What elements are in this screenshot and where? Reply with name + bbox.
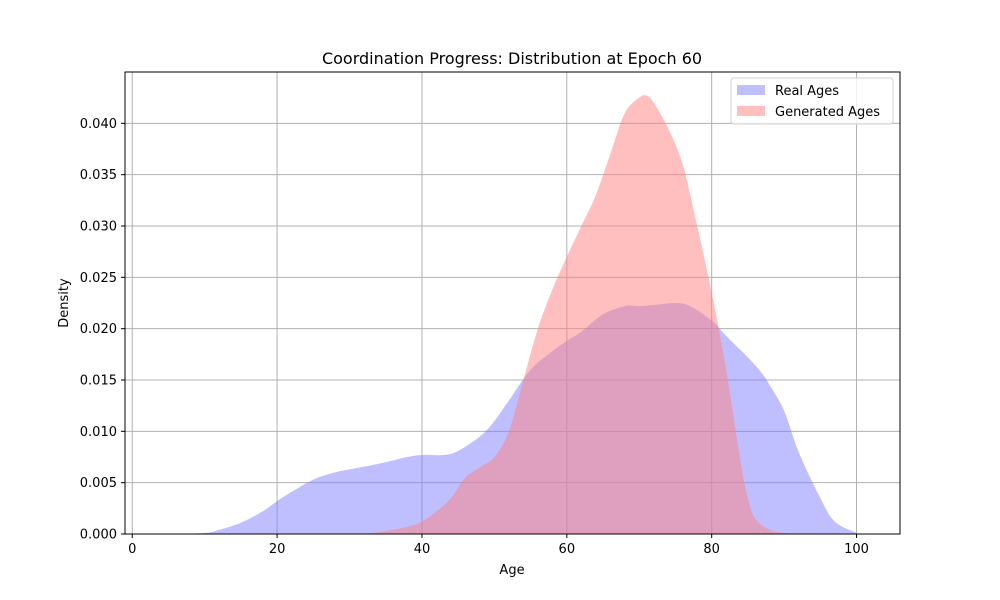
- legend: Real Ages Generated Ages: [730, 77, 894, 125]
- x-tick-label: 80: [703, 542, 720, 557]
- tick-layer: 0 20 40 60 80 100 0.000 0.005 0.010 0.015 0.020 0.0…: [80, 117, 869, 557]
- area-layer: [132, 95, 857, 535]
- y-tick-label: 0.005: [80, 476, 117, 491]
- y-tick-label: 0.040: [80, 117, 117, 132]
- y-tick-label: 0.035: [80, 168, 117, 183]
- area-series-generated-ages: [349, 95, 799, 535]
- legend-swatch: [737, 85, 765, 95]
- y-tick-label: 0.010: [80, 425, 117, 440]
- y-tick-label: 0.030: [80, 220, 117, 235]
- y-tick-label: 0.025: [80, 271, 117, 286]
- x-axis-label: Age: [499, 563, 524, 578]
- x-tick-label: 20: [269, 542, 286, 557]
- x-tick-label: 60: [559, 542, 576, 557]
- chart-title: Coordination Progress: Distribution at E…: [322, 49, 702, 68]
- legend-label: Real Ages: [775, 84, 839, 99]
- legend-box: [730, 77, 894, 125]
- plot-frame: [124, 71, 901, 535]
- y-tick-label: 0.000: [80, 528, 117, 543]
- legend-label: Generated Ages: [775, 105, 880, 120]
- y-tick-label: 0.015: [80, 374, 117, 389]
- y-axis-label: Density: [57, 278, 72, 328]
- x-tick-label: 0: [128, 542, 136, 557]
- x-tick-label: 100: [844, 542, 869, 557]
- legend-swatch: [737, 106, 765, 116]
- x-tick-label: 40: [414, 542, 431, 557]
- grid-layer: [125, 72, 900, 535]
- y-tick-label: 0.020: [80, 322, 117, 337]
